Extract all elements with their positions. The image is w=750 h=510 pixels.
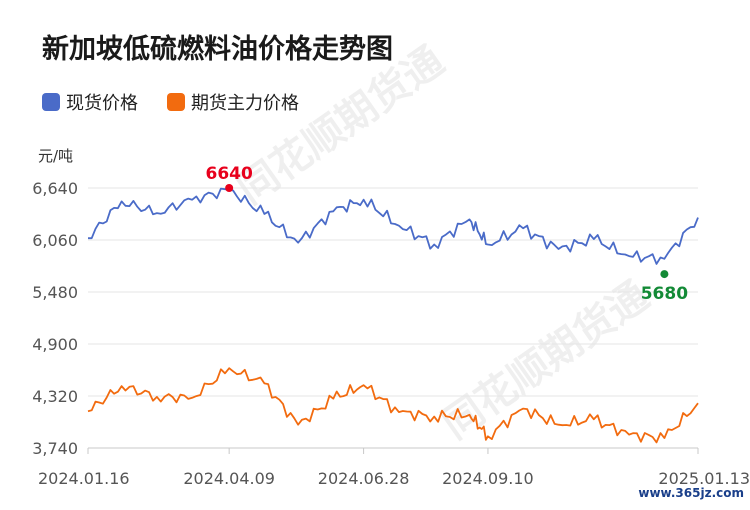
y-axis-unit: 元/吨 xyxy=(38,147,73,165)
legend-swatch-futures xyxy=(167,93,185,111)
y-tick-label: 4,900 xyxy=(32,335,78,354)
legend: 现货价格 期货主力价格 xyxy=(42,93,299,114)
y-tick-label: 3,740 xyxy=(32,439,78,458)
legend-label-spot: 现货价格 xyxy=(66,93,138,114)
y-tick-label: 4,320 xyxy=(32,387,78,406)
grid-layer xyxy=(88,187,698,449)
y-tick-label: 6,640 xyxy=(32,179,78,198)
legend-item-futures[interactable]: 期货主力价格 xyxy=(167,93,299,114)
series-layer xyxy=(87,187,699,444)
y-tick-label: 6,060 xyxy=(32,231,78,250)
x-tick-label: 2024.06.28 xyxy=(318,469,410,488)
x-tick-label: 2024.04.09 xyxy=(183,469,275,488)
y-axis-ticks: 6,640 6,060 5,480 4,900 4,320 3,740 xyxy=(32,179,78,458)
annotation-label: 6640 xyxy=(205,164,252,184)
series-line-spot xyxy=(88,187,699,265)
annotation-label: 5680 xyxy=(641,284,688,304)
legend-item-spot[interactable]: 现货价格 xyxy=(42,93,138,114)
annotation-layer: 6640 5680 xyxy=(205,164,688,304)
y-tick-label: 5,480 xyxy=(32,283,78,302)
series-line-futures xyxy=(87,367,699,444)
legend-label-futures: 期货主力价格 xyxy=(191,93,299,114)
x-tick-label: 2024.09.10 xyxy=(442,469,534,488)
annotation-marker xyxy=(225,184,234,192)
annotation-marker xyxy=(660,270,669,279)
site-label: www.365jz.com xyxy=(638,486,744,500)
chart-title: 新加坡低硫燃料油价格走势图 xyxy=(42,33,393,65)
legend-swatch-spot xyxy=(42,93,60,111)
x-axis-ticks: 2024.01.16 2024.04.09 2024.06.28 2024.09.10… xyxy=(38,448,750,488)
x-tick-label: 2025.01.13 xyxy=(658,469,750,488)
x-tick-label: 2024.01.16 xyxy=(38,469,130,488)
